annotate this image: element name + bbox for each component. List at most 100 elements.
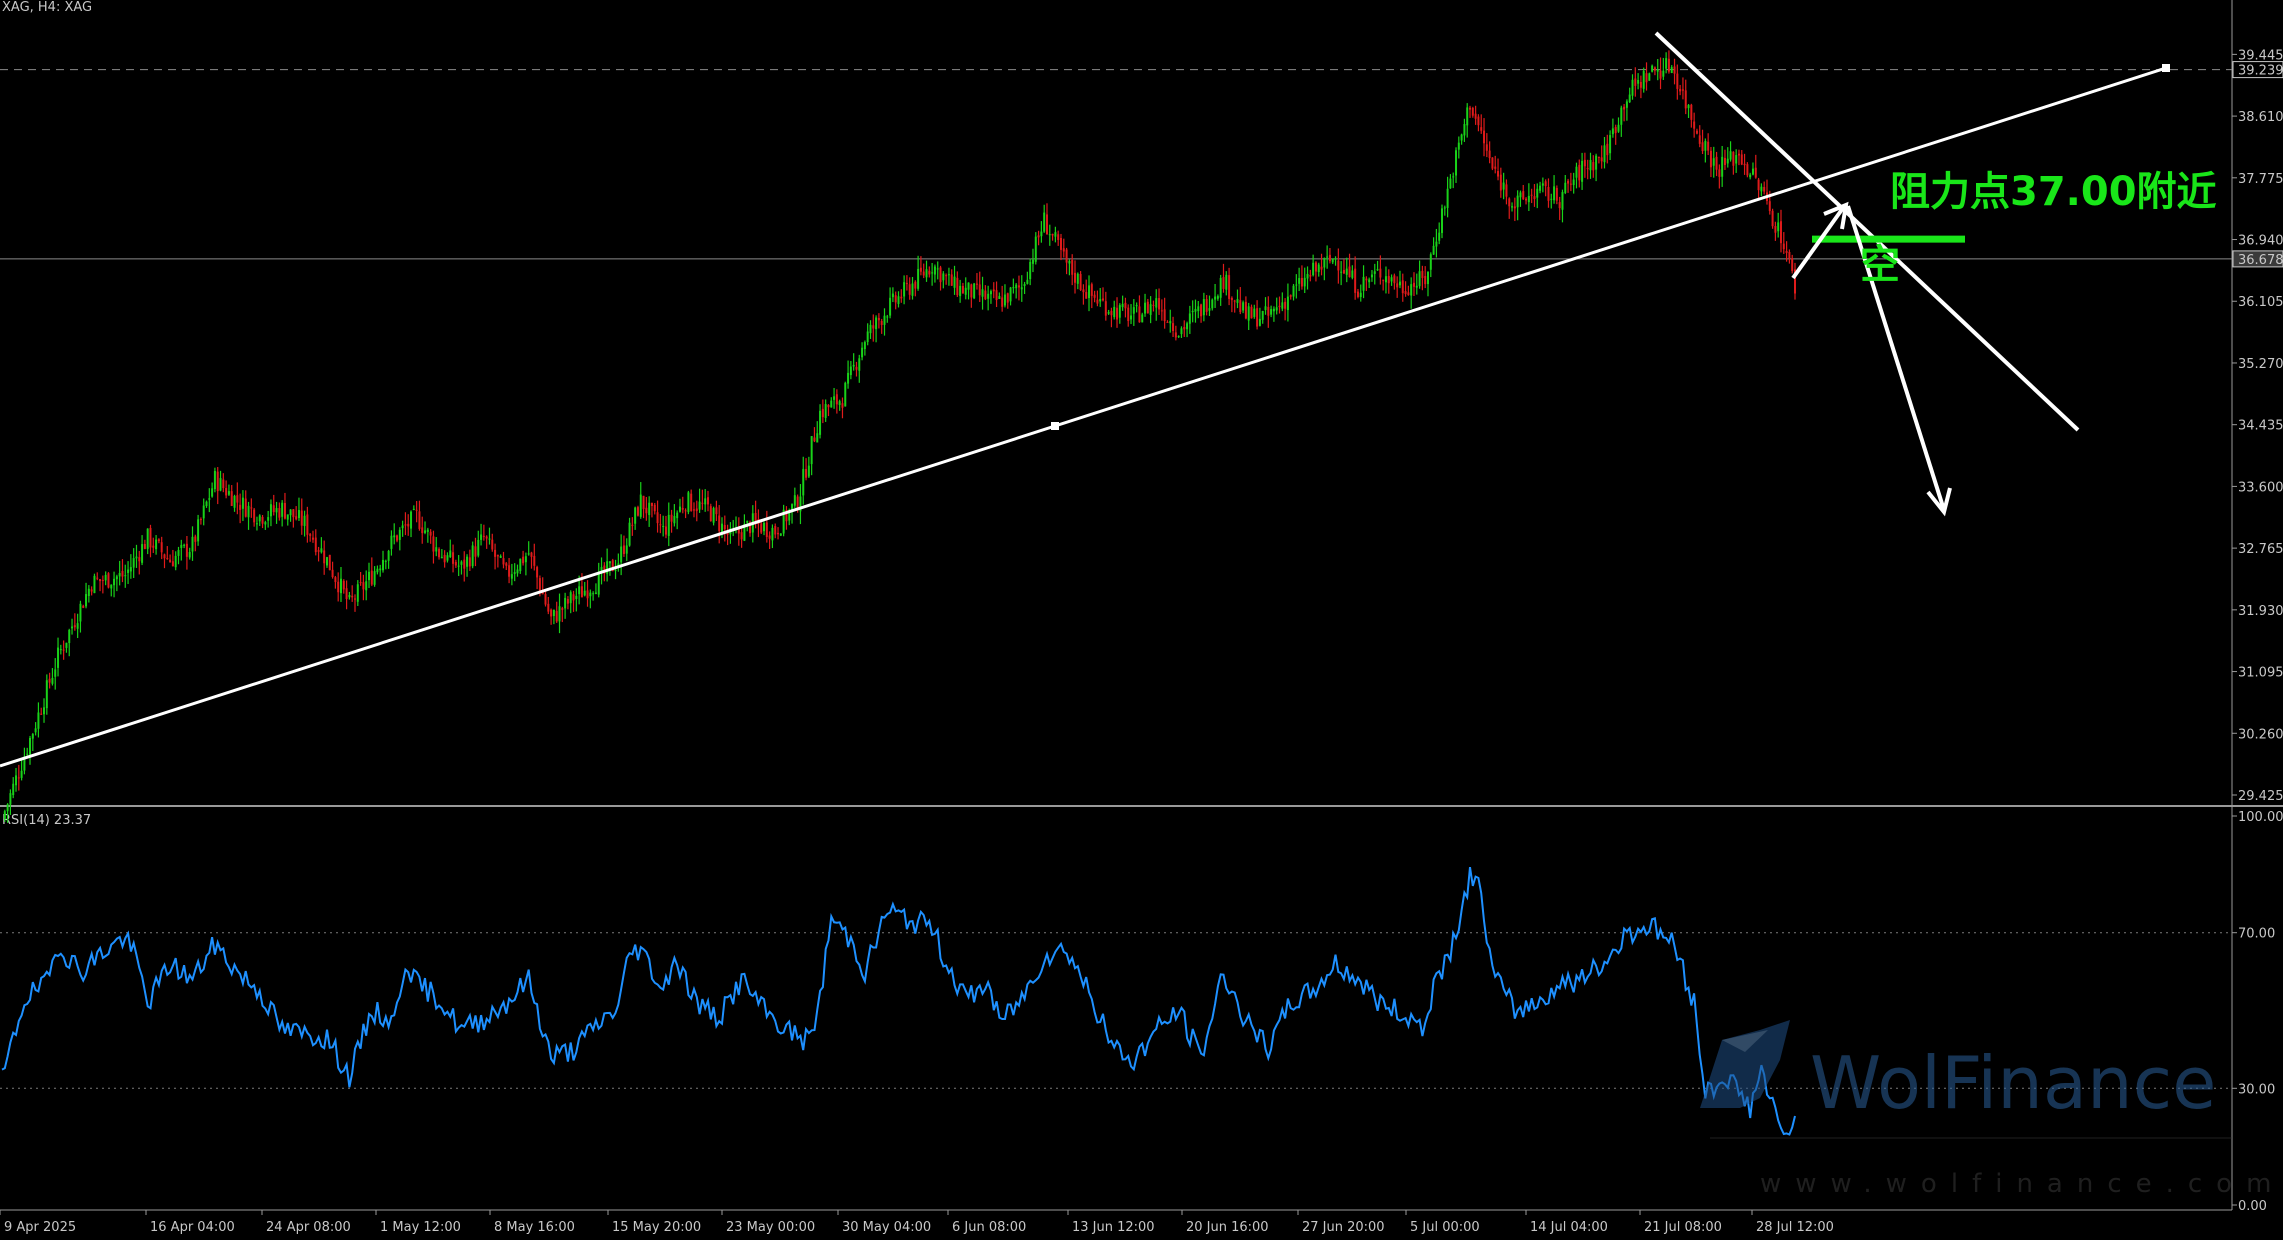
candle-body [706,497,709,505]
candle-body [443,554,446,563]
candle-body [947,274,950,276]
candle-body [749,522,752,534]
candle-body [1076,273,1079,284]
candle-body [670,514,673,522]
candle-body [118,572,121,577]
candle-body [1544,181,1547,187]
candle-body [1460,134,1463,141]
candle-body [1144,302,1147,314]
rsi-tick-label: 30.00 [2238,1082,2275,1097]
candle-body [877,317,880,321]
candle-body [222,479,225,489]
candle-body [1113,306,1116,318]
candle-body [1048,234,1051,236]
candle-body [258,515,261,522]
candle-body [202,505,205,519]
candle-body [1637,79,1640,84]
candle-body [1771,210,1774,227]
candle-body [925,269,928,278]
candle-body [1177,336,1180,338]
candle-body [1749,174,1752,178]
candle-body [782,509,785,534]
candle-body [241,497,244,509]
candle-body [412,508,415,510]
candle-body [71,626,74,629]
candle-body [82,605,85,608]
candle-body [1525,198,1528,201]
candle-body [387,550,390,561]
candle-body [681,508,684,510]
candle-body [73,625,76,628]
candle-body [132,558,135,568]
candle-body [891,293,894,298]
candle-body [1502,182,1505,190]
candle-body [6,804,9,812]
candle-body [449,550,452,558]
candle-body [463,559,466,569]
candle-body [583,590,586,596]
candle-body [533,555,536,566]
candle-body [1497,171,1500,177]
candle-body [1146,301,1149,314]
candle-body [919,267,922,272]
candle-body [667,514,670,536]
candle-body [65,642,68,648]
candle-body [362,582,365,590]
candle-body [1508,198,1511,207]
candle-body [407,523,410,527]
candle-body [90,589,93,592]
candle-body [446,555,449,561]
candle-body [939,267,942,283]
candle-body [1155,298,1158,308]
candle-body [138,557,141,562]
candle-body [1228,275,1231,299]
candle-body [611,560,614,572]
candle-body [933,266,936,275]
candle-body [1057,234,1060,240]
date-tick-label: 20 Jun 16:00 [1186,1220,1269,1235]
candle-body [1118,305,1121,318]
trendline-anchor-end [2162,64,2170,72]
candle-body [205,501,208,507]
candle-body [213,470,216,490]
candle-body [1449,178,1452,189]
candle-body [1726,158,1729,164]
candle-body [894,295,897,303]
candle-body [1222,277,1225,289]
candle-body [1370,274,1373,278]
candle-body [785,510,788,522]
candle-body [1045,214,1048,235]
candle-body [1469,107,1472,110]
candle-body [208,498,211,500]
candle-body [85,594,88,607]
candle-body [20,770,23,778]
candle-body [953,276,956,288]
candle-body [1614,127,1617,134]
candle-body [1743,163,1746,166]
candle-body [502,558,505,565]
date-tick-label: 16 Apr 04:00 [150,1220,235,1235]
candle-body [351,595,354,598]
candle-body [314,537,317,553]
candle-body [597,571,600,595]
candle-body [631,524,634,526]
candle-body [17,777,20,779]
candle-body [1553,186,1556,201]
candle-body [821,408,824,418]
date-tick-label: 6 Jun 08:00 [952,1220,1026,1235]
price-tag-label: 39.239 [2238,64,2283,79]
candle-body [496,554,499,557]
candle-body [648,502,651,516]
candle-body [807,465,810,477]
candle-body [956,277,959,296]
candle-body [1455,150,1458,176]
candle-body [662,525,665,527]
candle-body [544,594,547,605]
candle-body [1735,155,1738,164]
forecast-arrows [1791,201,1952,517]
candle-body [1194,308,1197,312]
candle-body [603,565,606,574]
candle-body [1127,307,1130,322]
candle-body [645,507,648,514]
candle-body [1499,174,1502,191]
